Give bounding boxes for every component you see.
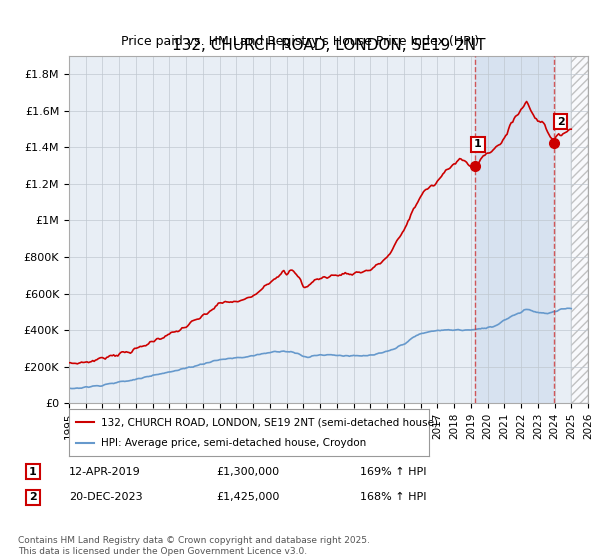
- Bar: [571, 56, 588, 403]
- Text: 169% ↑ HPI: 169% ↑ HPI: [360, 466, 427, 477]
- Text: 1: 1: [29, 466, 37, 477]
- Text: HPI: Average price, semi-detached house, Croydon: HPI: Average price, semi-detached house,…: [101, 438, 367, 448]
- Text: £1,300,000: £1,300,000: [216, 466, 279, 477]
- Text: 20-DEC-2023: 20-DEC-2023: [69, 492, 143, 502]
- Text: 1: 1: [474, 139, 482, 150]
- Text: Contains HM Land Registry data © Crown copyright and database right 2025.
This d: Contains HM Land Registry data © Crown c…: [18, 536, 370, 556]
- Text: 2: 2: [557, 116, 565, 127]
- Title: 132, CHURCH ROAD, LONDON, SE19 2NT: 132, CHURCH ROAD, LONDON, SE19 2NT: [172, 39, 485, 53]
- Text: £1,425,000: £1,425,000: [216, 492, 280, 502]
- Text: Price paid vs. HM Land Registry's House Price Index (HPI): Price paid vs. HM Land Registry's House …: [121, 35, 479, 48]
- Text: 12-APR-2019: 12-APR-2019: [69, 466, 141, 477]
- Text: 132, CHURCH ROAD, LONDON, SE19 2NT (semi-detached house): 132, CHURCH ROAD, LONDON, SE19 2NT (semi…: [101, 417, 439, 427]
- Bar: [475, 56, 554, 403]
- Text: 168% ↑ HPI: 168% ↑ HPI: [360, 492, 427, 502]
- Text: 2: 2: [29, 492, 37, 502]
